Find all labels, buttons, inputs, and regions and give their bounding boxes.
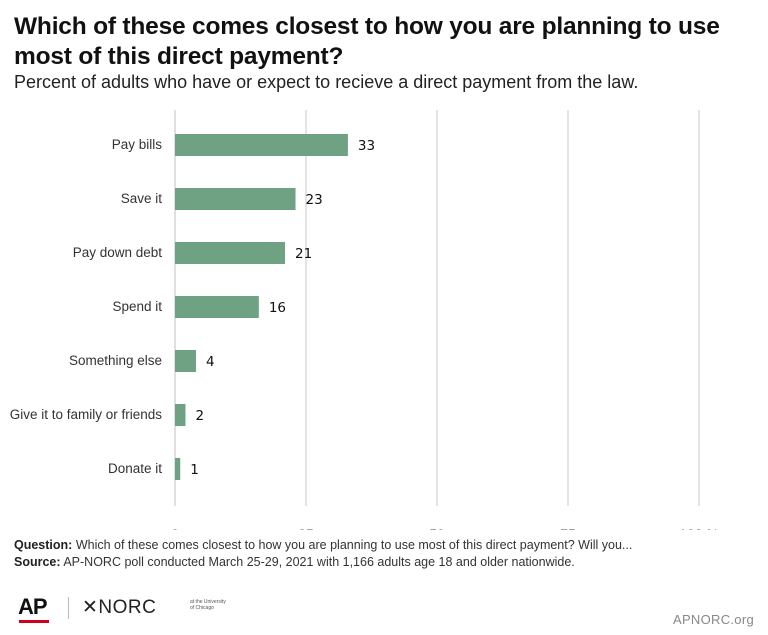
bar-value-label: 4	[206, 354, 215, 370]
ap-logo: AP	[18, 594, 48, 619]
logo-divider	[68, 597, 69, 619]
footnote-source: Source: AP-NORC poll conducted March 25-…	[14, 555, 575, 569]
bars	[175, 134, 348, 480]
category-label: Spend it	[112, 299, 162, 314]
gridlines	[174, 110, 700, 506]
category-label: Save it	[121, 191, 163, 206]
norc-logo-subtext: at the University of Chicago	[190, 599, 226, 611]
source-label: Source:	[14, 555, 61, 569]
x-tick-label: 25	[298, 526, 314, 530]
site-link[interactable]: APNORC.org	[672, 612, 754, 627]
category-label: Something else	[69, 353, 162, 368]
footnote-question: Question: Which of these comes closest t…	[14, 538, 632, 552]
ap-logo-bar	[19, 620, 49, 623]
x-tick-label: 0	[171, 526, 179, 530]
bar-value-label: 33	[358, 138, 375, 154]
source-text: AP-NORC poll conducted March 25-29, 2021…	[60, 555, 575, 569]
norc-logo: ✕NORC	[82, 597, 157, 618]
bar	[175, 188, 296, 210]
question-label: Question:	[14, 538, 73, 552]
chart-subtitle: Percent of adults who have or expect to …	[14, 72, 639, 92]
category-label: Pay bills	[112, 137, 163, 152]
chart-title: Which of these comes closest to how you …	[14, 13, 720, 70]
bar-value-label: 1	[190, 462, 199, 478]
x-axis-ticks: 0 25 50 75 100 %	[171, 526, 719, 530]
bar	[175, 458, 181, 480]
category-label: Donate it	[108, 461, 162, 476]
bar-value-label: 23	[306, 192, 323, 208]
bar	[175, 134, 348, 156]
category-label: Pay down debt	[73, 245, 163, 260]
bar	[175, 404, 186, 426]
x-tick-label: 75	[560, 526, 576, 530]
bar-value-label: 16	[269, 300, 286, 316]
bar-value-label: 21	[295, 246, 312, 262]
bar	[175, 296, 259, 318]
bar	[175, 242, 286, 264]
bar-value-label: 2	[195, 408, 204, 424]
x-tick-label: 100 %	[679, 526, 719, 530]
category-label: Give it to family or friends	[10, 407, 163, 422]
question-text: Which of these comes closest to how you …	[72, 538, 633, 552]
bar	[175, 350, 196, 372]
x-tick-label: 50	[429, 526, 445, 530]
